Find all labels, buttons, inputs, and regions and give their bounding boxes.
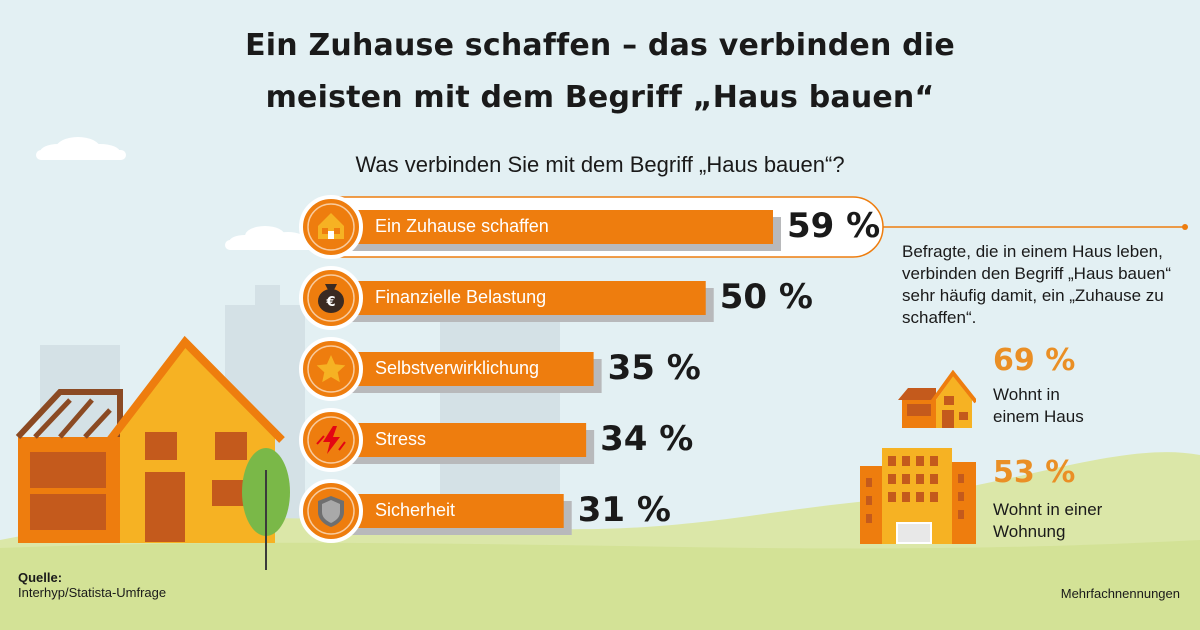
value-label: 50 %: [719, 277, 813, 317]
stat-label-house-line1: Wohnt in: [993, 385, 1060, 404]
stat-value-apartment: 53 %: [993, 455, 1076, 490]
icon-circle-ring: [307, 274, 355, 322]
star-icon: [316, 355, 346, 383]
icon-circle-ring: [307, 487, 355, 535]
stat-value-house: 69 %: [993, 343, 1076, 378]
chart-title: Ein Zuhause schaffen – das verbinden die: [245, 28, 955, 63]
value-label: 34 %: [600, 419, 694, 459]
bar: [332, 423, 587, 457]
connector-dot: [1182, 224, 1188, 230]
source-text: Interhyp/Statista-Umfrage: [18, 585, 167, 600]
footnote: Mehrfachnennungen: [1060, 586, 1180, 601]
small-house-icon: [898, 370, 976, 428]
house-icon: [318, 213, 344, 239]
value-label: 59 %: [787, 206, 881, 246]
stat-label-house-line2: einem Haus: [993, 407, 1084, 426]
category-label: Finanzielle Belastung: [375, 287, 547, 307]
chart-subtitle: Was verbinden Sie mit dem Begriff „Haus …: [355, 152, 845, 177]
lightning-icon: [316, 426, 346, 454]
stat-label-apartment-line1: Wohnt in einer: [993, 500, 1103, 519]
chart-title-line2: meisten mit dem Begriff „Haus bauen“: [265, 80, 935, 115]
bar: [332, 281, 706, 315]
cloud-icon: [36, 137, 126, 160]
bar: [332, 210, 773, 244]
money-bag-icon: €: [318, 284, 344, 313]
source-label: Quelle:: [18, 570, 63, 585]
bar: [332, 352, 594, 386]
icon-circle-ring: [307, 203, 355, 251]
category-label: Sicherheit: [375, 500, 456, 520]
bar: [332, 494, 564, 528]
value-label: 31 %: [577, 490, 671, 530]
value-label: 35 %: [607, 348, 701, 388]
house-construction-illustration: [15, 335, 285, 543]
tree-illustration: [242, 448, 290, 570]
survey-note: Befragte, die in einem Haus leben, verbi…: [902, 242, 1172, 327]
category-label: Ein Zuhause schaffen: [375, 216, 549, 236]
apartment-building-icon: [860, 448, 976, 544]
stat-label-apartment-line2: Wohnung: [993, 522, 1066, 541]
cloud-icon: [225, 226, 315, 250]
icon-circle-ring: [307, 345, 355, 393]
category-label: Selbstverwirklichung: [375, 358, 540, 378]
shield-icon: [318, 496, 344, 527]
category-label: Stress: [375, 429, 427, 449]
svg-text:€: €: [325, 295, 335, 310]
icon-circle-ring: [307, 416, 355, 464]
